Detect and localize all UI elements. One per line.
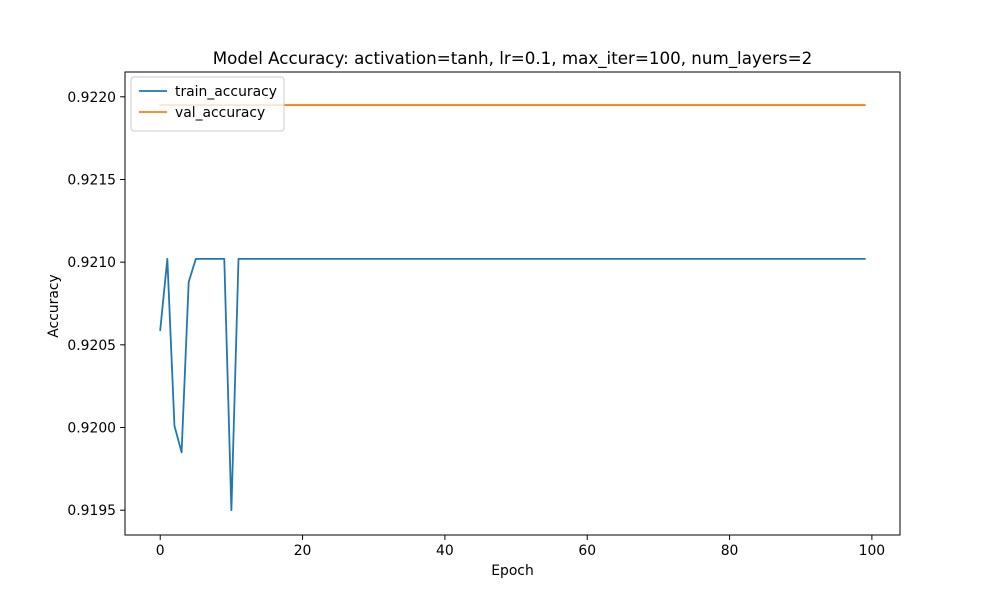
y-tick-label: 0.9215	[67, 172, 116, 188]
y-tick-label: 0.9200	[67, 421, 116, 437]
legend-label-train-accuracy: train_accuracy	[175, 84, 277, 100]
x-tick-label: 60	[578, 543, 596, 559]
y-axis-label: Accuracy	[46, 274, 62, 337]
y-tick-label: 0.9210	[67, 255, 116, 271]
plot-area	[125, 72, 900, 535]
axes-frame	[124, 71, 901, 536]
x-tick-label: 80	[721, 543, 739, 559]
x-tick-label: 0	[156, 543, 165, 559]
x-tick-label: 40	[436, 543, 454, 559]
axes-group: 0 20 40 60 80 100 0.9195 0.9200 0.9205 0.9210 0.92…	[67, 71, 901, 559]
legend-box	[130, 76, 285, 132]
y-tick-label: 0.9205	[67, 338, 116, 354]
y-tick-label: 0.9220	[67, 90, 116, 106]
legend: train_accuracy val_accuracy	[130, 76, 285, 132]
x-axis-label: Epoch	[491, 563, 534, 579]
series-line-train-accuracy	[159, 257, 866, 512]
x-tick-label: 20	[294, 543, 312, 559]
legend-label-val-accuracy: val_accuracy	[175, 105, 265, 121]
x-tick-label: 100	[859, 543, 886, 559]
y-tick-label: 0.9195	[67, 503, 116, 519]
chart-title: Model Accuracy: activation=tanh, lr=0.1,…	[213, 48, 812, 69]
plot-background	[125, 72, 900, 535]
